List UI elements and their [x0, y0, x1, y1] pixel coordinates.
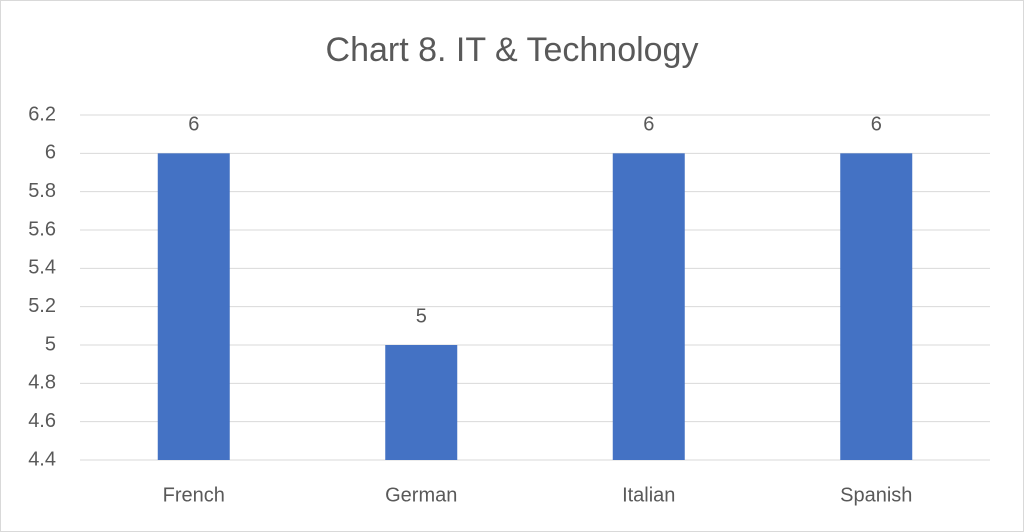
y-tick-label: 4.6: [28, 410, 56, 432]
x-tick-label: Italian: [622, 484, 675, 506]
y-tick-label: 6: [45, 142, 56, 164]
y-tick-label: 5: [45, 333, 56, 355]
data-label: 6: [643, 114, 654, 136]
y-tick-label: 5.2: [28, 295, 56, 317]
bar: [840, 153, 913, 461]
bar: [612, 153, 685, 461]
bar: [385, 345, 458, 460]
chart-title: Chart 8. IT & Technology: [326, 31, 699, 69]
x-tick-label: French: [163, 484, 225, 506]
data-label: 6: [188, 114, 199, 136]
x-tick-label: German: [385, 484, 457, 506]
y-tick-label: 5.6: [28, 218, 56, 240]
x-tick-label: Spanish: [840, 484, 912, 506]
y-tick-label: 5.4: [28, 257, 56, 279]
data-label: 6: [871, 114, 882, 136]
bar: [157, 153, 230, 461]
data-label: 5: [416, 305, 427, 327]
y-tick-label: 4.4: [28, 448, 56, 470]
y-tick-label: 4.8: [28, 372, 56, 394]
y-tick-label: 6.2: [28, 103, 56, 125]
y-tick-label: 5.8: [28, 180, 56, 202]
